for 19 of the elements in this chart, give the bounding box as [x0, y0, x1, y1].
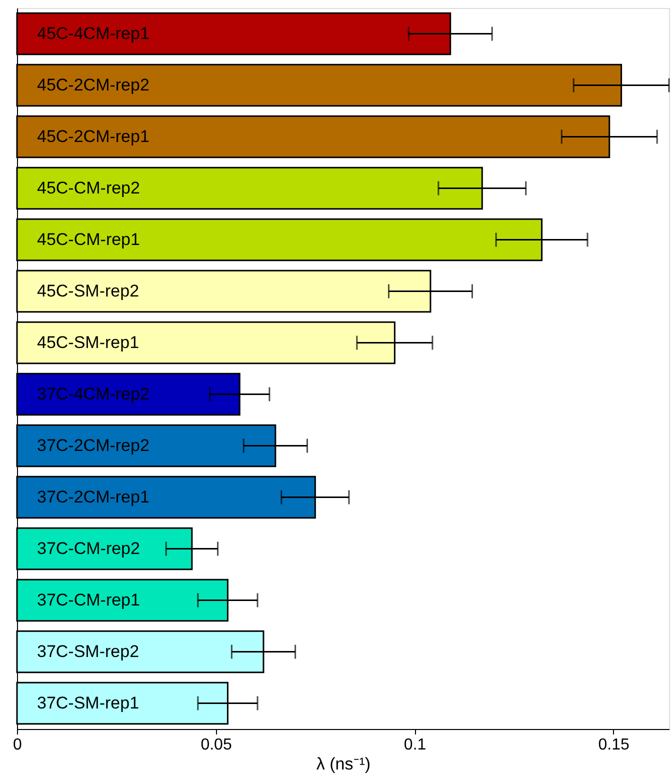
x-tick-label: 0.05 [200, 736, 232, 754]
x-axis-title: λ (ns⁻¹) [316, 754, 371, 774]
y-tick-label: 37C-2CM-rep2 [37, 436, 150, 455]
y-tick-label: 45C-2CM-rep2 [37, 75, 150, 94]
y-tick-label: 37C-4CM-rep2 [37, 384, 150, 404]
y-tick-label: 45C-2CM-rep1 [37, 126, 150, 146]
x-tick-label: 0.1 [404, 736, 426, 754]
y-tick-label: 45C-SM-rep2 [37, 281, 140, 300]
x-tick-label: 0 [13, 736, 22, 754]
y-tick-label: 37C-SM-rep2 [37, 642, 140, 661]
y-tick-label: 37C-CM-rep1 [37, 590, 140, 610]
y-tick-label: 45C-SM-rep1 [37, 332, 140, 352]
y-tick-label: 37C-SM-rep1 [37, 693, 140, 712]
y-tick-label: 37C-CM-rep2 [37, 538, 140, 558]
y-tick-label: 45C-CM-rep1 [37, 230, 140, 249]
y-tick-label: 45C-4CM-rep1 [37, 24, 150, 43]
y-tick-label: 45C-CM-rep2 [37, 178, 140, 198]
y-tick-label: 37C-2CM-rep1 [37, 487, 150, 506]
x-tick-label: 0.15 [598, 736, 630, 754]
